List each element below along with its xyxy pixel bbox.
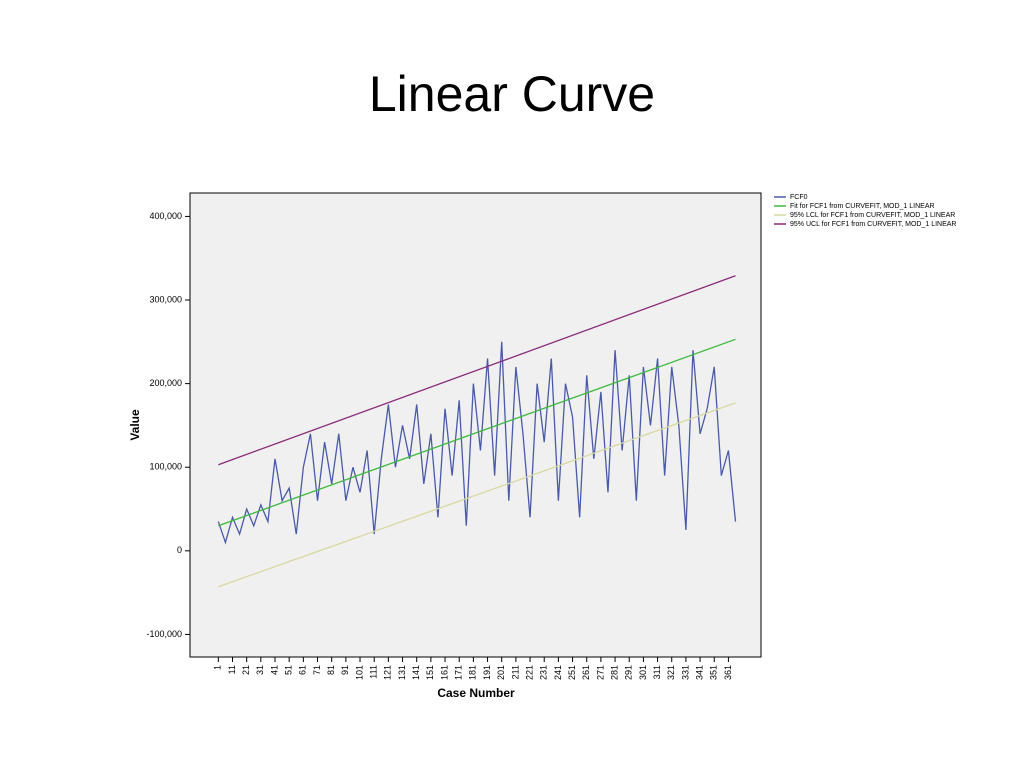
x-tick-label: 41: [269, 665, 279, 675]
x-tick-label: 221: [524, 665, 534, 680]
x-tick-label: 271: [595, 665, 605, 680]
x-axis-title: Case Number: [437, 686, 515, 700]
x-tick-label: 281: [609, 665, 619, 680]
x-tick-label: 161: [439, 665, 449, 680]
x-tick-label: 311: [652, 665, 662, 679]
x-tick-label: 301: [638, 665, 648, 680]
x-tick-label: 351: [709, 665, 719, 680]
x-tick-label: 151: [425, 665, 435, 680]
x-tick-label: 61: [298, 665, 308, 675]
x-tick-label: 291: [624, 665, 634, 680]
x-tick-label: 341: [694, 665, 704, 680]
series-line: [218, 275, 736, 466]
series-line: [218, 402, 736, 588]
y-tick-label: 300,000: [149, 294, 182, 304]
x-tick-label: 1: [213, 665, 223, 670]
x-tick-label: 201: [496, 665, 506, 680]
x-tick-label: 171: [454, 665, 464, 680]
x-tick-label: 71: [312, 665, 322, 675]
x-tick-label: 331: [680, 665, 690, 680]
x-tick-label: 111: [369, 665, 379, 679]
legend-label: FCF0: [790, 194, 808, 201]
y-axis-title: Value: [128, 409, 142, 441]
series-line: [217, 341, 737, 545]
y-tick-label: 100,000: [149, 462, 182, 472]
legend-label: 95% LCL for FCF1 from CURVEFIT, MOD_1 LI…: [790, 212, 955, 219]
x-tick-label: 131: [397, 665, 407, 680]
x-tick-label: 261: [581, 665, 591, 680]
y-tick-label: 400,000: [149, 211, 182, 221]
x-tick-label: 21: [241, 665, 251, 675]
x-tick-label: 51: [284, 665, 294, 675]
x-tick-label: 141: [411, 665, 421, 680]
y-tick-label: -100,000: [146, 629, 182, 639]
x-tick-label: 251: [567, 665, 577, 680]
x-tick-label: 121: [383, 665, 393, 680]
x-tick-label: 181: [468, 665, 478, 680]
x-tick-label: 321: [666, 665, 676, 680]
x-tick-label: 361: [723, 665, 733, 680]
x-tick-label: 241: [553, 665, 563, 680]
series-line: [218, 338, 736, 527]
y-tick-label: 200,000: [149, 378, 182, 388]
x-tick-label: 211: [510, 665, 520, 679]
x-tick-label: 91: [340, 665, 350, 675]
plot-area: [189, 192, 762, 658]
chart-title: Linear Curve: [369, 66, 655, 122]
x-tick-label: 31: [255, 665, 265, 675]
y-tick-label: 0: [177, 545, 182, 555]
x-tick-label: 191: [482, 665, 492, 680]
x-tick-label: 81: [326, 665, 336, 675]
x-tick-label: 11: [227, 665, 237, 674]
legend-label: 95% UCL for FCF1 from CURVEFIT, MOD_1 LI…: [790, 221, 956, 228]
legend-label: Fit for FCF1 from CURVEFIT, MOD_1 LINEAR: [790, 203, 935, 210]
x-tick-label: 231: [539, 665, 549, 680]
x-tick-label: 101: [354, 665, 364, 680]
